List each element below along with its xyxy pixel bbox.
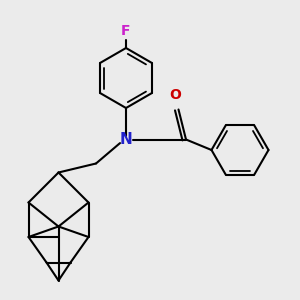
Text: O: O — [169, 88, 181, 102]
Text: F: F — [121, 24, 131, 38]
Text: N: N — [120, 132, 132, 147]
